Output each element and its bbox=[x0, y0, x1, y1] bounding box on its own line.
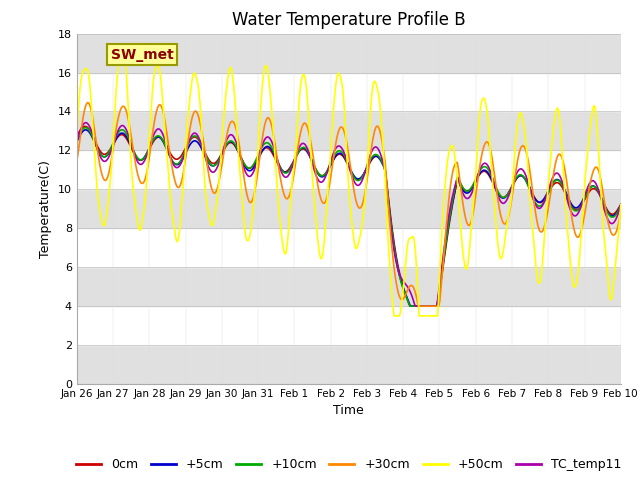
Bar bbox=[77, 306, 621, 345]
Bar bbox=[77, 34, 621, 72]
Bar bbox=[77, 228, 621, 267]
Bar bbox=[77, 111, 621, 150]
Bar bbox=[77, 150, 621, 189]
Title: Water Temperature Profile B: Water Temperature Profile B bbox=[232, 11, 466, 29]
Bar bbox=[77, 72, 621, 111]
Bar bbox=[77, 267, 621, 306]
Text: SW_met: SW_met bbox=[111, 48, 173, 61]
X-axis label: Time: Time bbox=[333, 405, 364, 418]
Y-axis label: Temperature(C): Temperature(C) bbox=[39, 160, 52, 258]
Bar bbox=[77, 345, 621, 384]
Legend: 0cm, +5cm, +10cm, +30cm, +50cm, TC_temp11: 0cm, +5cm, +10cm, +30cm, +50cm, TC_temp1… bbox=[72, 453, 626, 476]
Bar bbox=[77, 189, 621, 228]
